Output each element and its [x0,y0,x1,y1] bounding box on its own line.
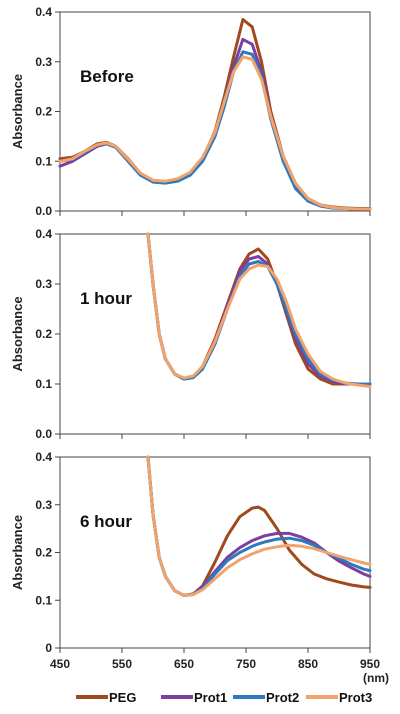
panel-1: 0.0 0.1 0.2 0.3 0.4 Absorbance Before [10,5,372,218]
series-line-peg [146,455,372,597]
series-line-peg [58,18,372,210]
legend-label: PEG [109,690,136,705]
y-axis-label: Absorbance [10,515,25,590]
y-tick-label: 0 [45,641,52,655]
x-axis-unit: (nm) [363,671,389,685]
y-tick-label: 0.2 [35,546,52,560]
y-axis-label: Absorbance [10,296,25,371]
x-tick-label: 450 [50,657,70,671]
series-line-prot1 [58,37,372,211]
plot-frame [59,233,371,435]
y-tick-label: 0.3 [35,55,52,69]
panel-2: 0.0 0.1 0.2 0.3 0.4 Absorbance 1 hour [10,227,372,441]
y-tick-label: 0.1 [35,593,52,607]
panel-title: 6 hour [80,512,132,531]
series-line-prot1 [146,232,372,386]
series-line-prot3 [146,232,372,388]
y-axis-label: Absorbance [10,74,25,149]
series-line-prot2 [146,455,372,597]
series-line-prot3 [146,455,372,597]
panel-title: 1 hour [80,289,132,308]
legend-label: Prot2 [266,690,299,705]
y-tick-label: 0.0 [35,427,52,441]
y-tick-label: 0.4 [35,227,52,241]
panel-title: Before [80,67,134,86]
y-tick-label: 0.3 [35,498,52,512]
x-tick-label: 950 [360,657,380,671]
series-line-prot1 [146,455,372,597]
y-tick-label: 0.0 [35,204,52,218]
panel-3: 0 0.1 0.2 0.3 0.4 450 550 650 750 850 950(nm) Absor… [10,450,389,685]
y-tick-label: 0.3 [35,277,52,291]
plot-frame [59,11,371,212]
series-line-prot3 [58,55,372,211]
x-tick-label: 550 [112,657,132,671]
y-tick-label: 0.1 [35,154,52,168]
legend: PEG Prot1 Prot2 Prot3 [76,690,372,705]
x-tick-label: 850 [298,657,318,671]
y-tick-label: 0.2 [35,327,52,341]
x-tick-label: 650 [174,657,194,671]
y-tick-label: 0.4 [35,450,52,464]
y-tick-label: 0.1 [35,377,52,391]
y-tick-label: 0.2 [35,105,52,119]
y-tick-label: 0.4 [35,5,52,19]
legend-label: Prot1 [194,690,227,705]
chart-panels: 0.0 0.1 0.2 0.3 0.4 Absorbance Before 0.0 0.1 0.2… [10,5,389,685]
x-tick-label: 750 [236,657,256,671]
legend-label: Prot3 [339,690,372,705]
